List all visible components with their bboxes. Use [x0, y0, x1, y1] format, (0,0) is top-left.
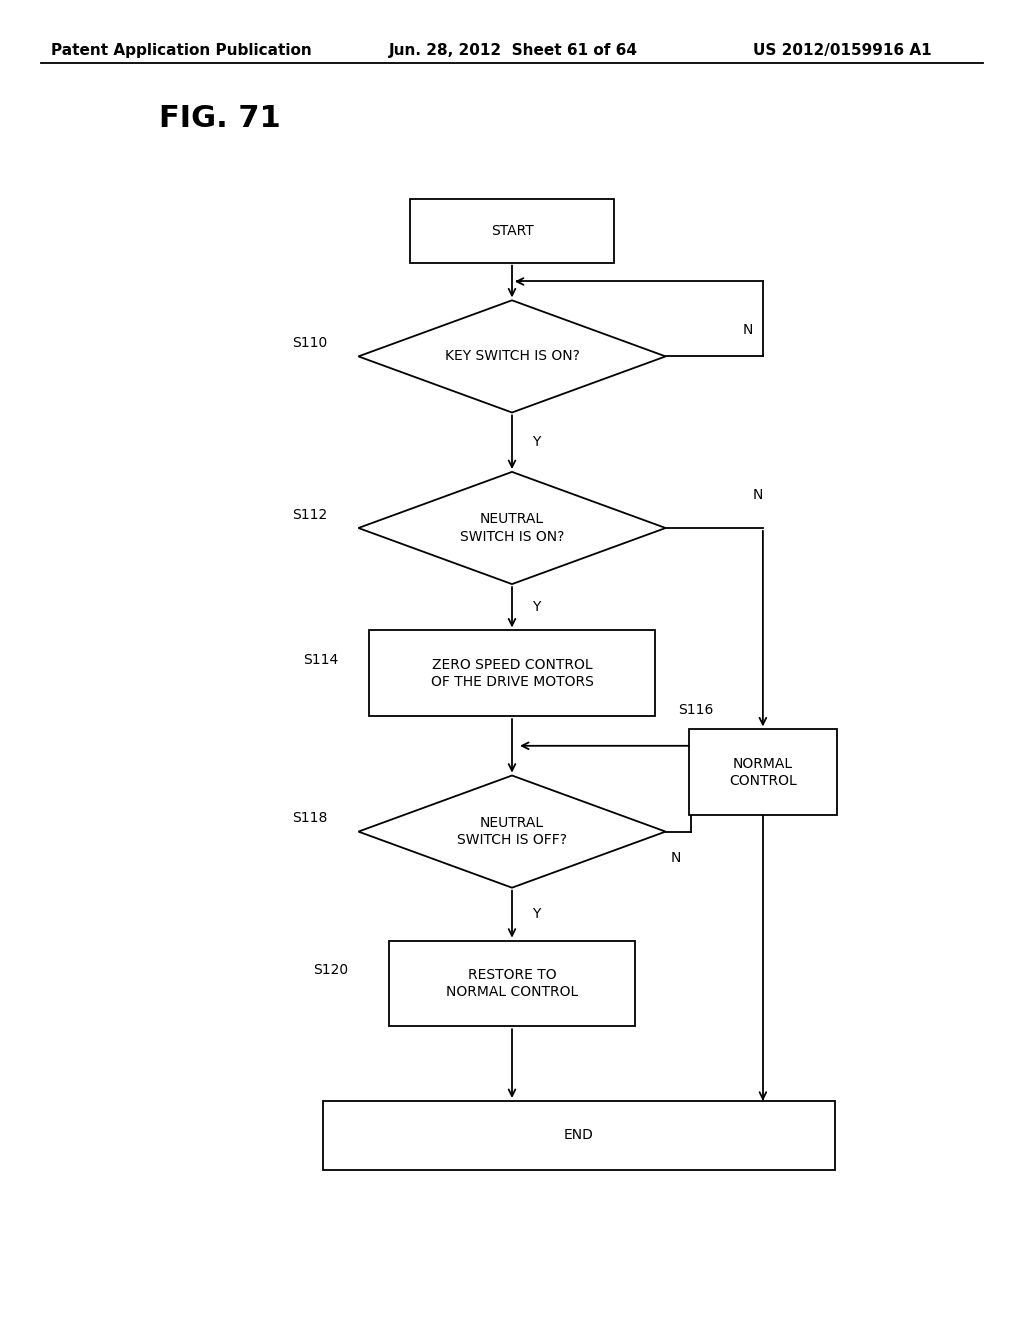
Text: S120: S120: [313, 964, 348, 977]
Text: FIG. 71: FIG. 71: [159, 104, 281, 133]
FancyBboxPatch shape: [410, 199, 614, 263]
Text: Jun. 28, 2012  Sheet 61 of 64: Jun. 28, 2012 Sheet 61 of 64: [389, 42, 638, 58]
FancyBboxPatch shape: [389, 940, 635, 1027]
Text: S118: S118: [292, 812, 328, 825]
Polygon shape: [358, 776, 666, 887]
FancyBboxPatch shape: [688, 729, 838, 816]
Text: RESTORE TO
NORMAL CONTROL: RESTORE TO NORMAL CONTROL: [445, 968, 579, 999]
Text: NEUTRAL
SWITCH IS OFF?: NEUTRAL SWITCH IS OFF?: [457, 816, 567, 847]
Text: ZERO SPEED CONTROL
OF THE DRIVE MOTORS: ZERO SPEED CONTROL OF THE DRIVE MOTORS: [430, 657, 594, 689]
Text: N: N: [753, 487, 763, 502]
Text: S114: S114: [303, 653, 338, 667]
Polygon shape: [358, 473, 666, 583]
Text: END: END: [563, 1129, 594, 1142]
Text: S110: S110: [293, 337, 328, 350]
Text: NORMAL
CONTROL: NORMAL CONTROL: [729, 756, 797, 788]
Text: START: START: [490, 224, 534, 238]
Text: US 2012/0159916 A1: US 2012/0159916 A1: [753, 42, 931, 58]
Text: N: N: [671, 851, 681, 866]
Text: Y: Y: [532, 601, 541, 614]
Text: S116: S116: [678, 702, 714, 717]
FancyBboxPatch shape: [323, 1101, 835, 1170]
Text: S112: S112: [293, 508, 328, 521]
Polygon shape: [358, 301, 666, 412]
Text: Y: Y: [532, 907, 541, 921]
Text: NEUTRAL
SWITCH IS ON?: NEUTRAL SWITCH IS ON?: [460, 512, 564, 544]
Text: Patent Application Publication: Patent Application Publication: [51, 42, 312, 58]
Text: N: N: [742, 322, 753, 337]
Text: KEY SWITCH IS ON?: KEY SWITCH IS ON?: [444, 350, 580, 363]
FancyBboxPatch shape: [369, 631, 655, 715]
Text: Y: Y: [532, 436, 541, 449]
